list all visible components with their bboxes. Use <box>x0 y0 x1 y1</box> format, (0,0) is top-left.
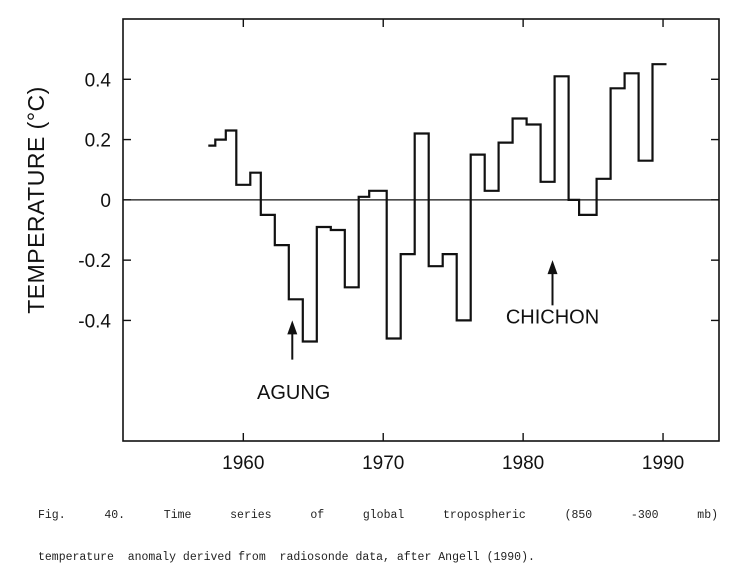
y-tick-label: 0 <box>100 191 111 212</box>
chart: -0.4 -0.2 0 0.2 0.4 1960 1970 1980 1990 TEMPERA… <box>0 0 754 480</box>
annotation-label: CHICHON <box>506 306 599 328</box>
arrow-head <box>287 320 297 334</box>
y-axis-label: TEMPERATURE (°C) <box>23 86 49 314</box>
x-tick-label: 1970 <box>362 453 404 474</box>
caption-line-2: temperature anomaly derived from radioso… <box>38 551 718 565</box>
x-tick-label: 1960 <box>222 453 264 474</box>
y-tick-label: 0.2 <box>85 131 111 152</box>
y-tick-label: -0.2 <box>78 251 111 272</box>
figure-caption: Fig. 40. Time series of global troposphe… <box>38 481 718 579</box>
x-tick-label: 1990 <box>642 453 684 474</box>
series-line <box>208 64 666 341</box>
arrow-head <box>548 260 558 274</box>
x-tick-label: 1980 <box>502 453 544 474</box>
series-group <box>208 64 666 341</box>
annotations: AGUNG CHICHON <box>257 260 599 404</box>
y-axis: -0.4 -0.2 0 0.2 0.4 <box>78 70 719 332</box>
caption-line-1: Fig. 40. Time series of global troposphe… <box>38 509 718 523</box>
y-tick-label: 0.4 <box>85 70 112 91</box>
y-tick-label: -0.4 <box>78 311 111 332</box>
plot-border <box>123 19 719 441</box>
annotation-label: AGUNG <box>257 382 330 404</box>
plot-frame <box>123 19 719 441</box>
